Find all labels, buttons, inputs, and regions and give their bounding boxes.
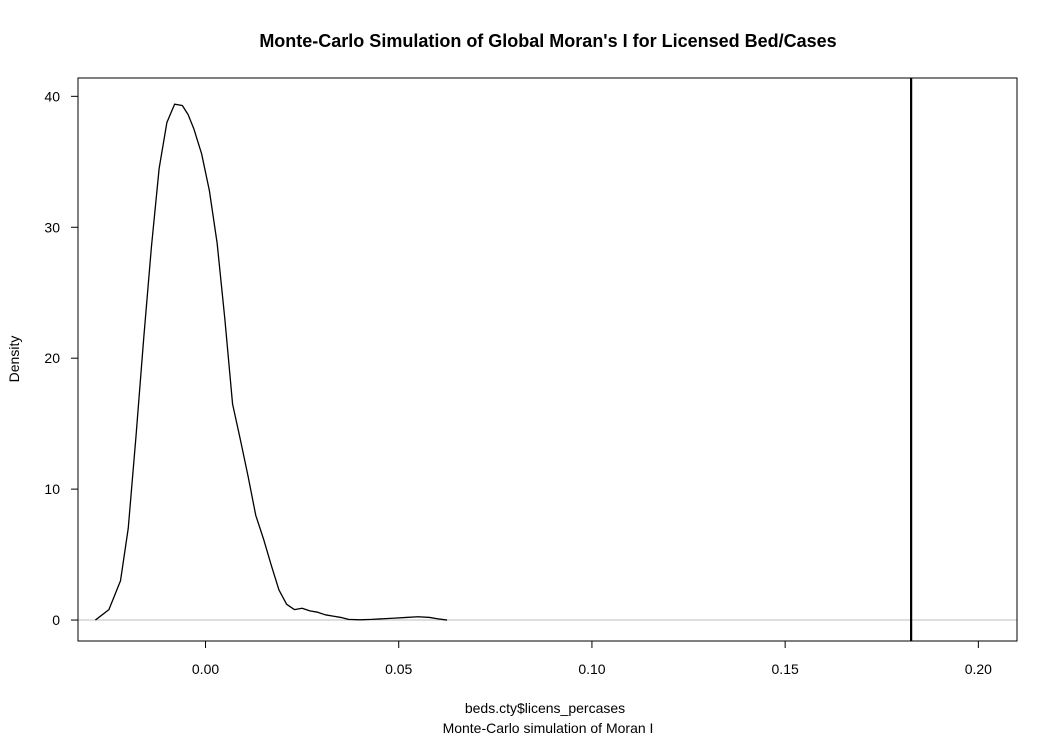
x-tick-label: 0.05 [385, 661, 412, 677]
x-axis: 0.00 0.05 0.10 0.15 0.20 [192, 641, 992, 677]
chart-title: Monte-Carlo Simulation of Global Moran's… [259, 31, 836, 51]
x-tick-label: 0.15 [772, 661, 799, 677]
x-tick-label: 0.20 [965, 661, 992, 677]
y-tick-label: 40 [44, 88, 60, 104]
density-curve [94, 103, 448, 621]
chart-subtitle: Monte-Carlo simulation of Moran I [443, 720, 654, 736]
x-tick-label: 0.00 [192, 661, 219, 677]
x-tick-label: 0.10 [578, 661, 605, 677]
x-axis-label: beds.cty$licens_percases [465, 700, 625, 716]
plot-area [78, 78, 1017, 641]
y-axis: 0 10 20 30 40 [44, 88, 78, 628]
y-tick-label: 10 [44, 481, 60, 497]
y-axis-label: Density [6, 336, 22, 383]
y-tick-label: 20 [44, 350, 60, 366]
y-tick-label: 30 [44, 219, 60, 235]
y-tick-label: 0 [52, 612, 60, 628]
plot-frame [77, 77, 1018, 642]
